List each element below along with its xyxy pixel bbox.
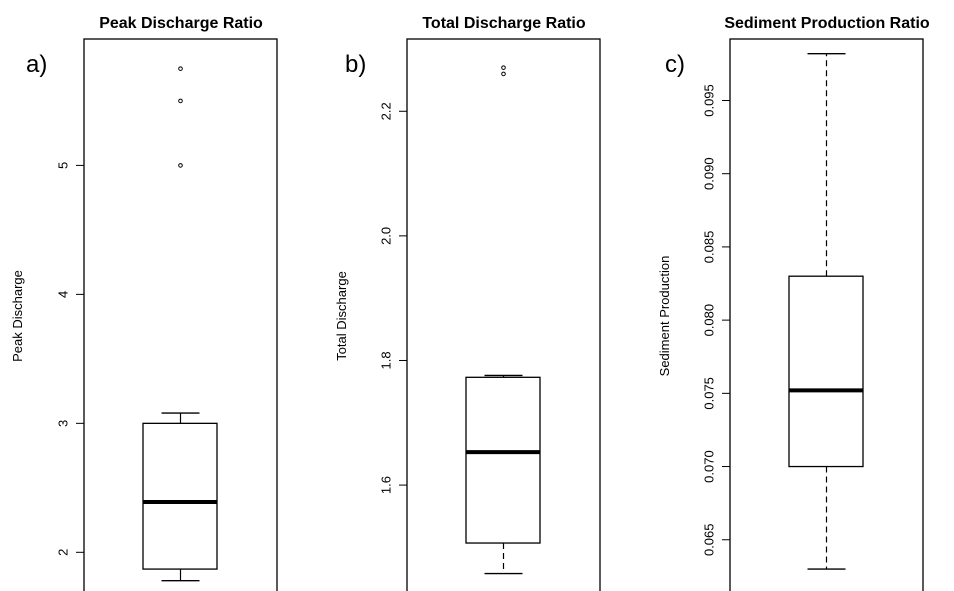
boxplot-marks: 1.6 1.8 2.0 2.2 [378,65,541,575]
panel-sediment-production: Sediment Production Ratio c) Sediment Pr… [657,15,930,591]
y-tick-label: 0.065 [701,523,716,556]
panel-label: c) [665,51,685,78]
y-axis-label: Total Discharge [334,271,349,361]
outlier-point [178,98,183,104]
y-axis-label: Sediment Production [657,256,672,377]
y-tick-label: 2 [55,549,70,556]
boxplot-marks: 2 3 4 5 [55,66,218,582]
panel-peak-discharge: Peak Discharge Ratio a) Peak Discharge 2… [10,15,278,591]
y-tick-label: 0.095 [701,84,716,117]
y-tick-label: 0.080 [701,304,716,337]
panel-label: a) [26,51,47,78]
y-tick-label: 4 [55,291,70,298]
panel-title: Total Discharge Ratio [422,15,586,32]
outlier-point [178,66,183,71]
outlier-point [501,71,506,77]
iqr-box [142,422,218,570]
outlier-point [501,65,506,70]
outlier-point [178,163,183,168]
boxplot-marks: 0.065 0.070 0.075 0.080 0.085 0.090 0.095 [701,52,864,570]
y-tick-label: 2.0 [378,227,393,245]
plot-frame [83,38,278,591]
plot-frame [729,38,924,591]
y-tick-label: 2.2 [378,102,393,120]
iqr-box [788,275,864,468]
y-tick-label: 0.075 [701,377,716,410]
panel-title: Sediment Production Ratio [724,15,930,32]
y-tick-label: 1.8 [378,351,393,369]
y-axis-label: Peak Discharge [10,270,25,362]
y-tick-label: 1.6 [378,476,393,494]
panel-title: Peak Discharge Ratio [99,15,263,32]
y-tick-label: 3 [55,420,70,427]
y-tick-label: 0.085 [701,231,716,264]
iqr-box [465,376,541,544]
y-tick-label: 5 [55,162,70,169]
y-tick-label: 0.090 [701,157,716,190]
plot-frame [406,38,601,591]
panel-total-discharge: Total Discharge Ratio b) Total Discharge… [334,15,601,591]
y-tick-label: 0.070 [701,450,716,483]
panel-label: b) [345,51,366,78]
